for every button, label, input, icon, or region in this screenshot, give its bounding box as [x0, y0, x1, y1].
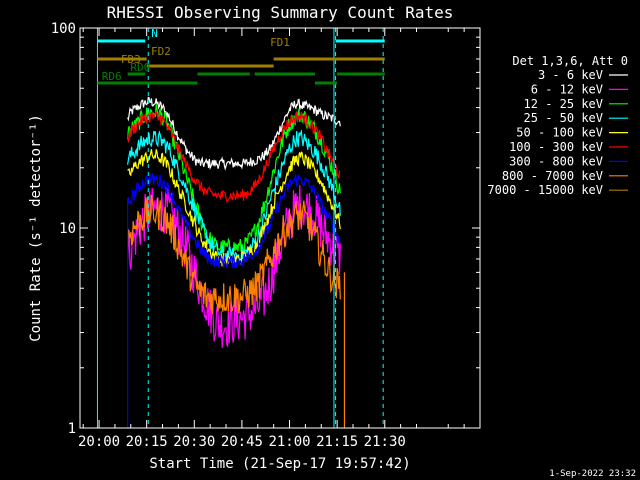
footer-date: 1-Sep-2022 23:32: [549, 469, 636, 479]
flag-label: N: [151, 27, 158, 40]
legend-label: 100 - 300 keV: [509, 140, 603, 154]
x-tick-label: 21:00: [268, 434, 310, 450]
series-line: [127, 110, 341, 203]
legend-label: 7000 - 15000 keV: [487, 183, 603, 197]
series-line: [127, 172, 341, 269]
series-layer: [127, 96, 346, 428]
flag-label: FD3: [121, 53, 141, 66]
legend-label: 12 - 25 keV: [524, 97, 603, 111]
legend-label: 6 - 12 keV: [531, 82, 603, 96]
flag-label: RD6: [102, 70, 122, 83]
series-line: [127, 104, 341, 256]
x-axis-label: Start Time (21-Sep-17 19:57:42): [149, 456, 410, 472]
flag-label: RD0: [130, 61, 150, 74]
flag-label: FD1: [270, 36, 290, 49]
x-tick-label: 21:30: [364, 434, 406, 450]
x-tick-label: 20:45: [221, 434, 263, 450]
series-line: [127, 96, 341, 171]
chart-title: RHESSI Observing Summary Count Rates: [107, 3, 454, 22]
y-axis-label: Count Rate (s⁻¹ detector⁻¹): [28, 114, 44, 342]
legend-label: 800 - 7000 keV: [502, 169, 603, 183]
series-line: [127, 194, 341, 315]
y-tick-label: 1: [68, 421, 76, 437]
x-tick-label: 21:15: [316, 434, 358, 450]
x-tick-label: 20:00: [78, 434, 120, 450]
x-tick-label: 20:15: [126, 434, 168, 450]
legend-label: 50 - 100 keV: [516, 126, 603, 140]
reference-lines: [96, 28, 384, 428]
x-tick-label: 20:30: [173, 434, 215, 450]
axes: 20:00 20:15 20:30 20:45 21:00 21:15 21:30 100 10…: [51, 21, 481, 450]
legend-label: 25 - 50 keV: [524, 111, 603, 125]
flag-label: FD2: [151, 45, 171, 58]
y-tick-label: 10: [59, 221, 76, 237]
legend-label: 3 - 6 keV: [538, 68, 603, 82]
y-tick-label: 100: [51, 21, 76, 37]
legend-label: 300 - 800 keV: [509, 154, 603, 168]
legend-header: Det 1,3,6, Att 0: [512, 54, 628, 68]
